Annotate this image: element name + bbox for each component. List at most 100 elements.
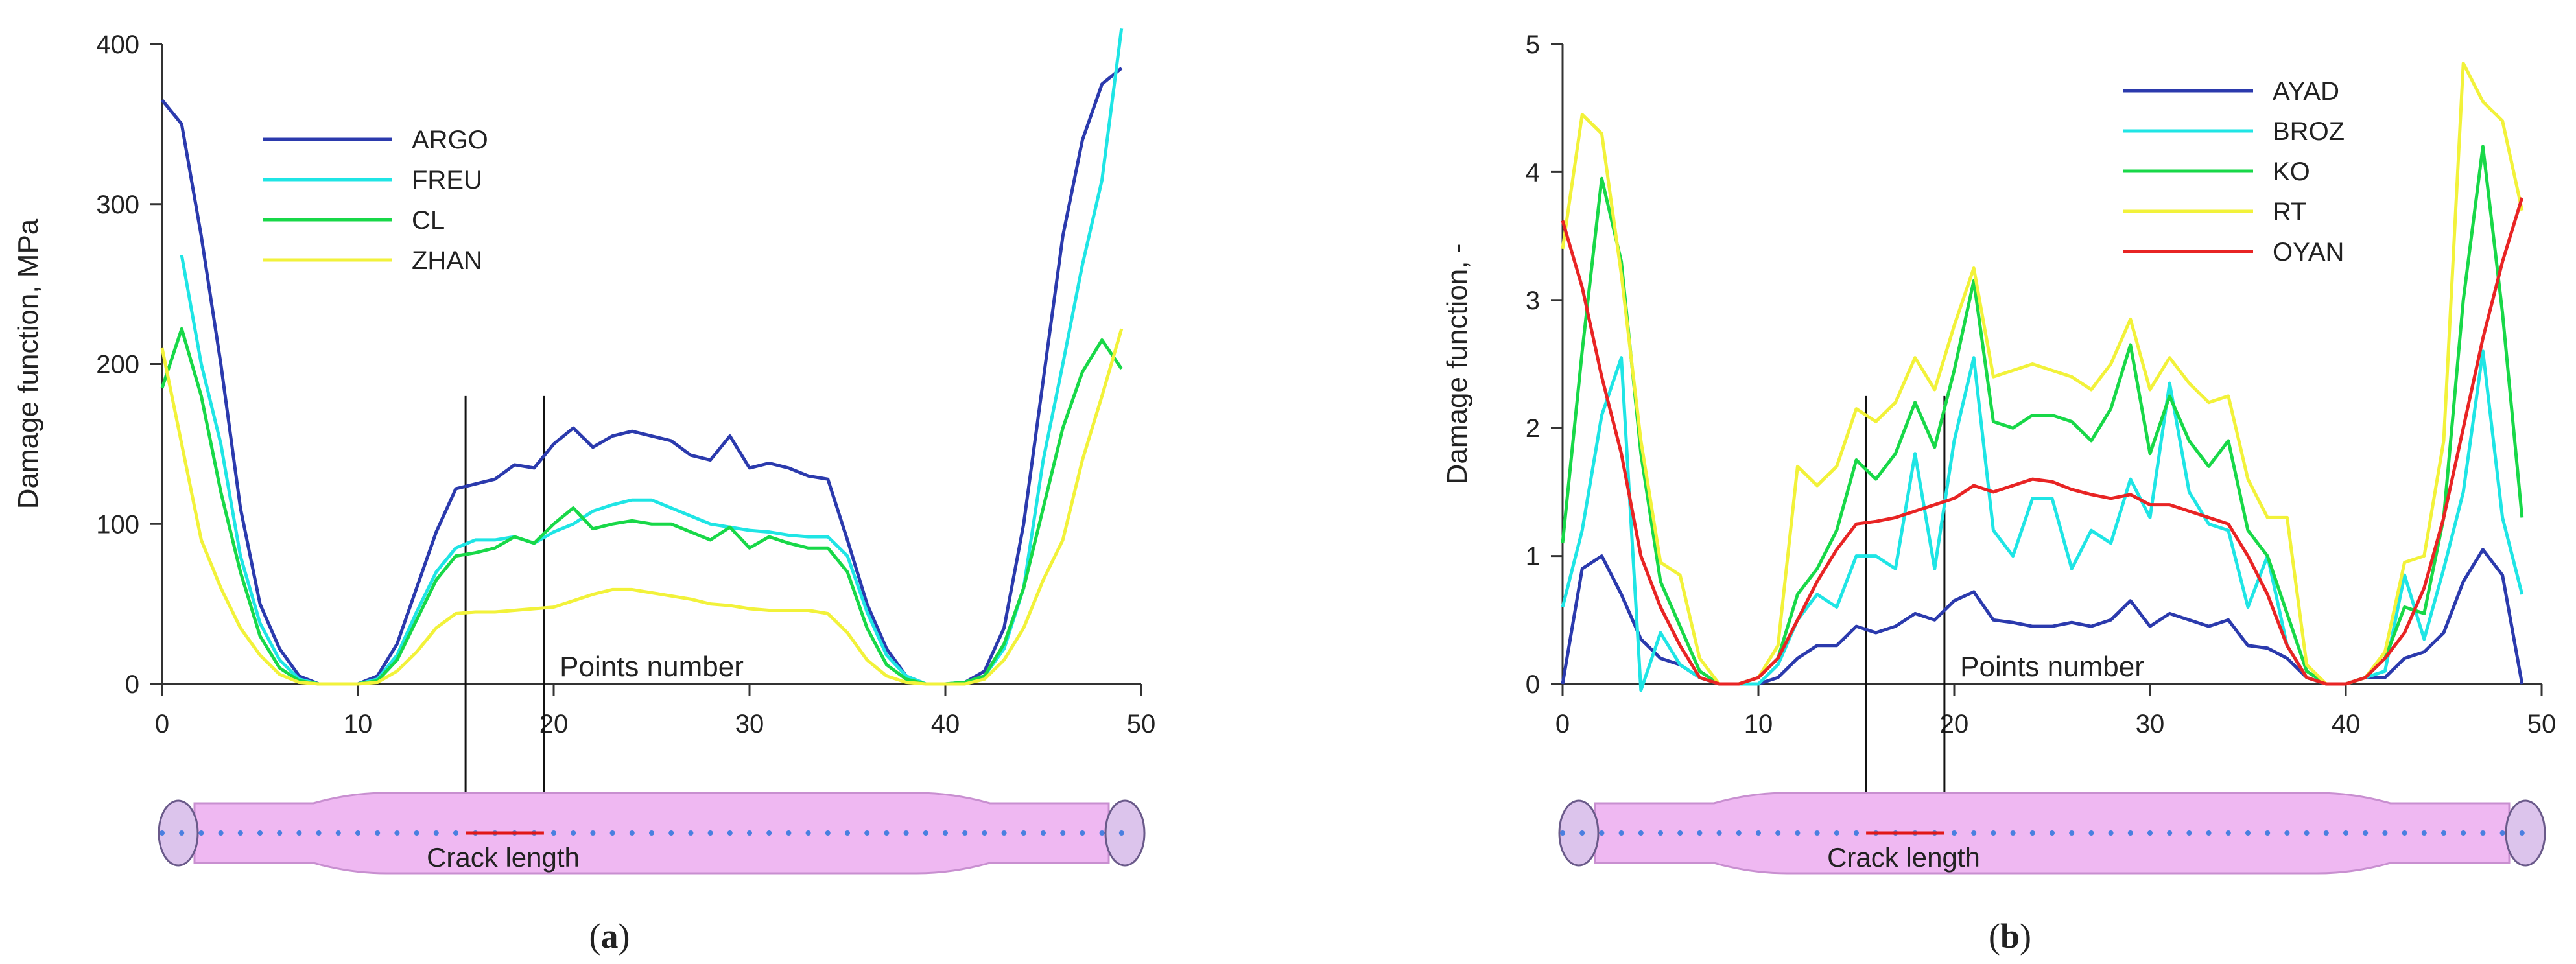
- panel-caption: (b): [1989, 917, 2031, 956]
- series-line-broz: [1561, 349, 2524, 692]
- specimen-point-dot: [2499, 830, 2505, 836]
- specimen-point-dot: [2304, 830, 2310, 836]
- specimen-point-dot: [2284, 830, 2290, 836]
- y-tick-label: 400: [96, 30, 139, 59]
- legend-label: KO: [2273, 158, 2310, 186]
- specimen-point-dot: [2441, 830, 2446, 836]
- specimen-point-dot: [1814, 830, 1820, 836]
- y-axis-title: Damage function, -: [1441, 244, 1473, 485]
- specimen-point-dot: [1795, 830, 1801, 836]
- specimen-point-dot: [766, 830, 772, 836]
- specimen-point-dot: [727, 830, 733, 836]
- series-line-oyan: [1561, 197, 2524, 686]
- y-tick-label: 4: [1526, 158, 1540, 187]
- y-tick-label: 1: [1526, 543, 1540, 571]
- series-line-ko: [1561, 145, 2524, 686]
- specimen-point-dot: [1775, 830, 1781, 836]
- specimen-point-dot: [2206, 830, 2212, 836]
- specimen-point-dot: [2088, 830, 2094, 836]
- specimen-point-dot: [257, 830, 263, 836]
- specimen-point-dot: [1756, 830, 1761, 836]
- caption-open-paren: (: [1989, 917, 2000, 956]
- x-tick-label: 50: [2527, 710, 2557, 738]
- specimen-point-dot: [218, 830, 224, 836]
- specimen-point-dot: [2167, 830, 2173, 836]
- specimen-point-dot: [2245, 830, 2251, 836]
- specimen-point-dot: [551, 830, 556, 836]
- x-tick-label: 30: [735, 710, 764, 738]
- specimen-point-dot: [414, 830, 419, 836]
- specimen-point-dot: [1677, 830, 1683, 836]
- specimen-point-dot: [590, 830, 596, 836]
- x-axis-title: Points number: [560, 651, 744, 683]
- specimen-point-dot: [2382, 830, 2388, 836]
- y-tick-label: 100: [96, 510, 139, 539]
- crack-length-label: Crack length: [427, 842, 580, 873]
- specimen-point-dot: [198, 830, 204, 836]
- specimen-point-dot: [316, 830, 322, 836]
- specimen-left-grip: [1558, 799, 1600, 867]
- specimen-point-dot: [2147, 830, 2153, 836]
- y-tick-label: 2: [1526, 414, 1540, 443]
- specimen-point-dot: [2480, 830, 2486, 836]
- y-tick-label: 300: [96, 191, 139, 219]
- series-line-cl: [160, 327, 1123, 686]
- specimen-point-dot: [2186, 830, 2192, 836]
- caption-letter: b: [2000, 917, 2020, 956]
- specimen-point-dot: [1599, 830, 1605, 836]
- specimen-point-dot: [1971, 830, 1977, 836]
- specimen-point-dot: [2108, 830, 2114, 836]
- specimen-point-dot: [2323, 830, 2329, 836]
- specimen-point-dot: [179, 830, 185, 836]
- specimen-point-dot: [1560, 830, 1565, 836]
- specimen-point-dot: [825, 830, 831, 836]
- specimen-point-dot: [1736, 830, 1742, 836]
- specimen-point-dot: [1080, 830, 1085, 836]
- specimen-point-dot: [433, 830, 439, 836]
- specimen-point-dot: [571, 830, 576, 836]
- specimen-point-dot: [160, 830, 165, 836]
- legend-label: RT: [2273, 198, 2307, 226]
- specimen-point-dot: [786, 830, 792, 836]
- specimen-point-dot: [903, 830, 909, 836]
- specimen-point-dot: [1021, 830, 1026, 836]
- specimen-point-dot: [668, 830, 674, 836]
- specimen-point-dot: [2421, 830, 2427, 836]
- series-line-rt: [1561, 62, 2524, 686]
- y-axis-title: Damage function, MPa: [12, 218, 44, 509]
- specimen-point-dot: [1001, 830, 1007, 836]
- specimen-point-dot: [375, 830, 381, 836]
- specimen-point-dot: [982, 830, 987, 836]
- specimen-point-dot: [2225, 830, 2231, 836]
- specimen-point-dot: [1716, 830, 1722, 836]
- specimen-point-dot: [1060, 830, 1066, 836]
- specimen-point-dot: [1991, 830, 1996, 836]
- specimen-point-dot: [1638, 830, 1644, 836]
- specimen-point-dot: [864, 830, 870, 836]
- specimen-point-dot: [1118, 830, 1124, 836]
- specimen-point-dot: [335, 830, 341, 836]
- crack-length-label: Crack length: [1827, 842, 1980, 873]
- series-line-freu: [180, 28, 1124, 686]
- y-tick-label: 0: [125, 670, 139, 699]
- caption-close-paren: ): [2020, 917, 2031, 956]
- specimen-point-dot: [1952, 830, 1957, 836]
- legend-label: AYAD: [2273, 77, 2339, 106]
- y-tick-label: 200: [96, 351, 139, 379]
- specimen-point-dot: [2343, 830, 2348, 836]
- legend-label: BROZ: [2273, 117, 2345, 146]
- x-tick-label: 40: [931, 710, 960, 738]
- specimen-point-dot: [923, 830, 928, 836]
- specimen-point-dot: [1099, 830, 1105, 836]
- specimen-point-dot: [845, 830, 850, 836]
- specimen-point-dot: [237, 830, 243, 836]
- specimen-point-dot: [707, 830, 713, 836]
- specimen-point-dot: [1658, 830, 1663, 836]
- specimen-point-dot: [1854, 830, 1859, 836]
- legend-label: ZHAN: [412, 246, 482, 275]
- specimen-right-grip: [1104, 799, 1146, 867]
- x-tick-label: 50: [1127, 710, 1156, 738]
- specimen-point-dot: [962, 830, 968, 836]
